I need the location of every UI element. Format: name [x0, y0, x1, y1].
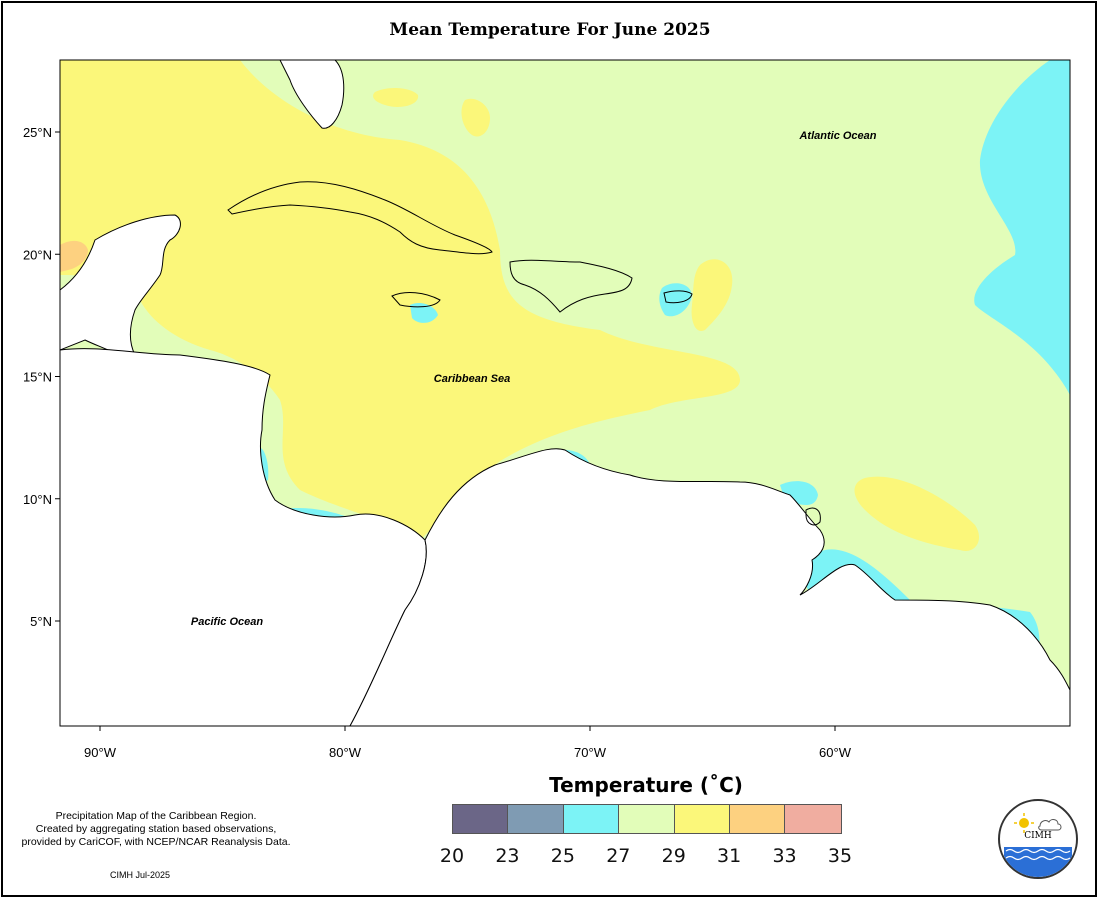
legend-swatch [674, 805, 730, 833]
legend-swatch [785, 805, 841, 833]
legend-swatch [563, 805, 620, 833]
island-outlines [227, 181, 821, 526]
legend-tick-label: 31 [717, 845, 742, 867]
label-atlantic-ocean: Atlantic Ocean [798, 130, 876, 142]
legend-tick-label: 29 [661, 845, 686, 867]
lon-label: 80°W [329, 745, 362, 760]
lat-label: 10°N [23, 492, 52, 507]
lat-axis: 25°N 20°N 15°N 10°N 5°N [23, 125, 60, 629]
field-25-27-jamaica [410, 303, 438, 323]
island-trinidad [805, 507, 821, 526]
field-29-31-atlantic [854, 476, 980, 551]
legend-swatch [619, 805, 675, 833]
temperature-field [60, 60, 1070, 726]
island-hispaniola [509, 259, 633, 313]
footnote-line1: Precipitation Map of the Caribbean Regio… [55, 810, 257, 822]
field-29-31-florida [373, 88, 419, 107]
island-jamaica [391, 292, 441, 308]
logo-text: CIMH [1024, 831, 1052, 841]
label-pacific-ocean: Pacific Ocean [191, 616, 263, 628]
island-puerto-rico [663, 290, 693, 304]
map-border [59, 59, 1071, 727]
lat-label: 15°N [23, 370, 52, 385]
footnote-line2: Created by aggregating station based obs… [35, 823, 277, 835]
land-florida [279, 60, 345, 129]
label-caribbean-sea: Caribbean Sea [434, 373, 510, 385]
island-cuba [227, 181, 493, 255]
legend-title: Temperature (˚C) [549, 773, 743, 797]
field-29-31-bahamas [461, 98, 490, 137]
legend-tick-label: 35 [827, 845, 853, 867]
footnote: Precipitation Map of the Caribbean Regio… [6, 810, 306, 849]
legend-colorbar [452, 804, 842, 834]
field-29-31-puerto-rico [691, 259, 733, 331]
legend-tick-label: 25 [550, 845, 575, 867]
lon-axis: 90°W 80°W 70°W 60°W [84, 726, 852, 760]
field-29-31-caribbean [60, 60, 740, 540]
land-south-america [349, 448, 1070, 726]
credit: CIMH Jul-2025 [110, 870, 171, 880]
field-25-27-atlantic [974, 60, 1070, 395]
map-title: Mean Temperature For June 2025 [389, 20, 711, 40]
field-31-33-yucatan [60, 240, 88, 272]
lon-label: 70°W [574, 745, 607, 760]
legend-swatch [729, 805, 786, 833]
cimh-logo: CIMH [998, 799, 1078, 879]
legend-swatch [453, 805, 509, 833]
lat-label: 20°N [23, 247, 52, 262]
legend-tick-label: 23 [495, 845, 520, 867]
footnote-line3: provided by CariCOF, with NCEP/NCAR Rean… [21, 836, 291, 848]
legend-tick-label: 27 [606, 845, 631, 867]
lat-label: 5°N [30, 614, 52, 629]
lon-label: 90°W [84, 745, 117, 760]
legend-tick-label: 20 [439, 845, 465, 867]
lon-label: 60°W [819, 745, 852, 760]
lat-label: 25°N [23, 125, 52, 140]
logo-graphic [1004, 813, 1072, 877]
legend-swatch [508, 805, 564, 833]
legend-tick-label: 33 [772, 845, 797, 867]
